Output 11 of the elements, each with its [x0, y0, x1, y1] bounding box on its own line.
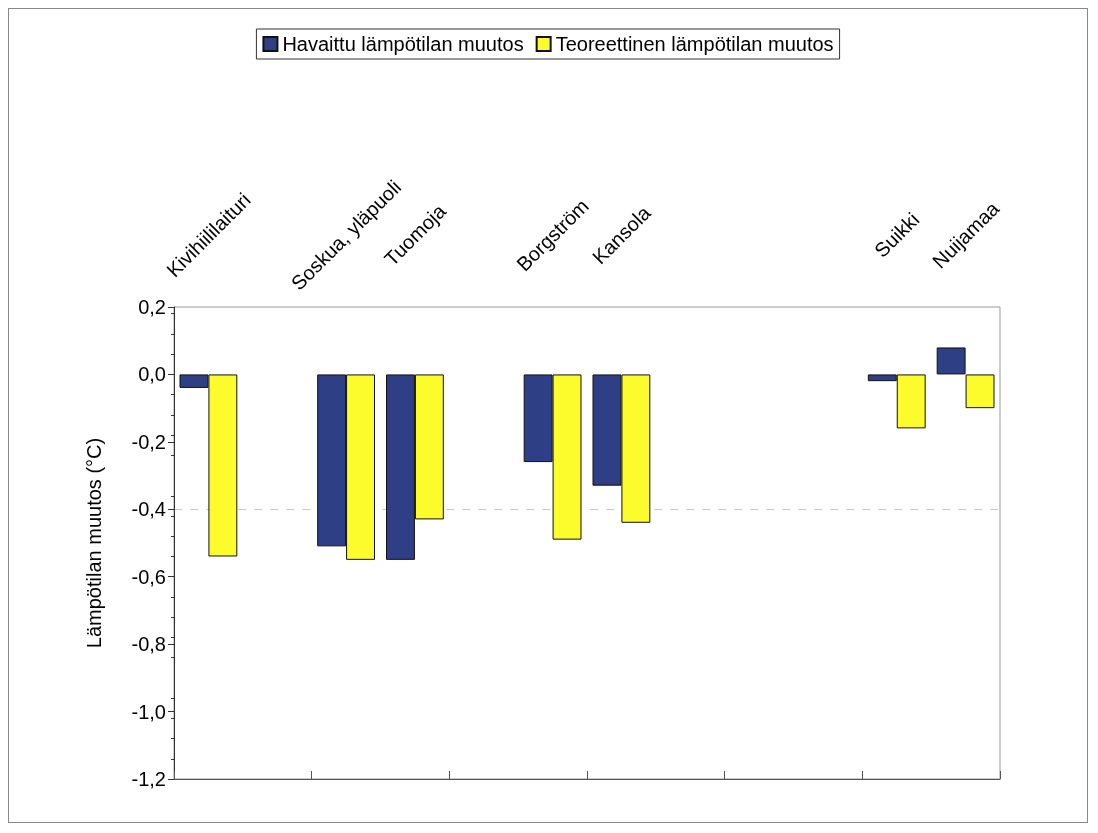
y-tick-label: 0,0 [138, 363, 166, 386]
y-tick-label: -0,8 [131, 633, 166, 656]
legend-label: Teoreettinen lämpötilan muutos [555, 33, 834, 55]
legend-label: Havaittu lämpötilan muutos [282, 33, 524, 55]
y-tick-label: 0,2 [138, 296, 166, 318]
y-tick-label: -0,6 [131, 565, 166, 588]
y-tick-label: -1,0 [131, 700, 166, 723]
y-tick-label: -0,4 [131, 498, 166, 521]
y-tick-label: -1,2 [131, 768, 166, 790]
y-tick-label: -0,2 [131, 430, 166, 453]
y-axis-title: Lämpötilan muutos (°C) [83, 437, 105, 649]
